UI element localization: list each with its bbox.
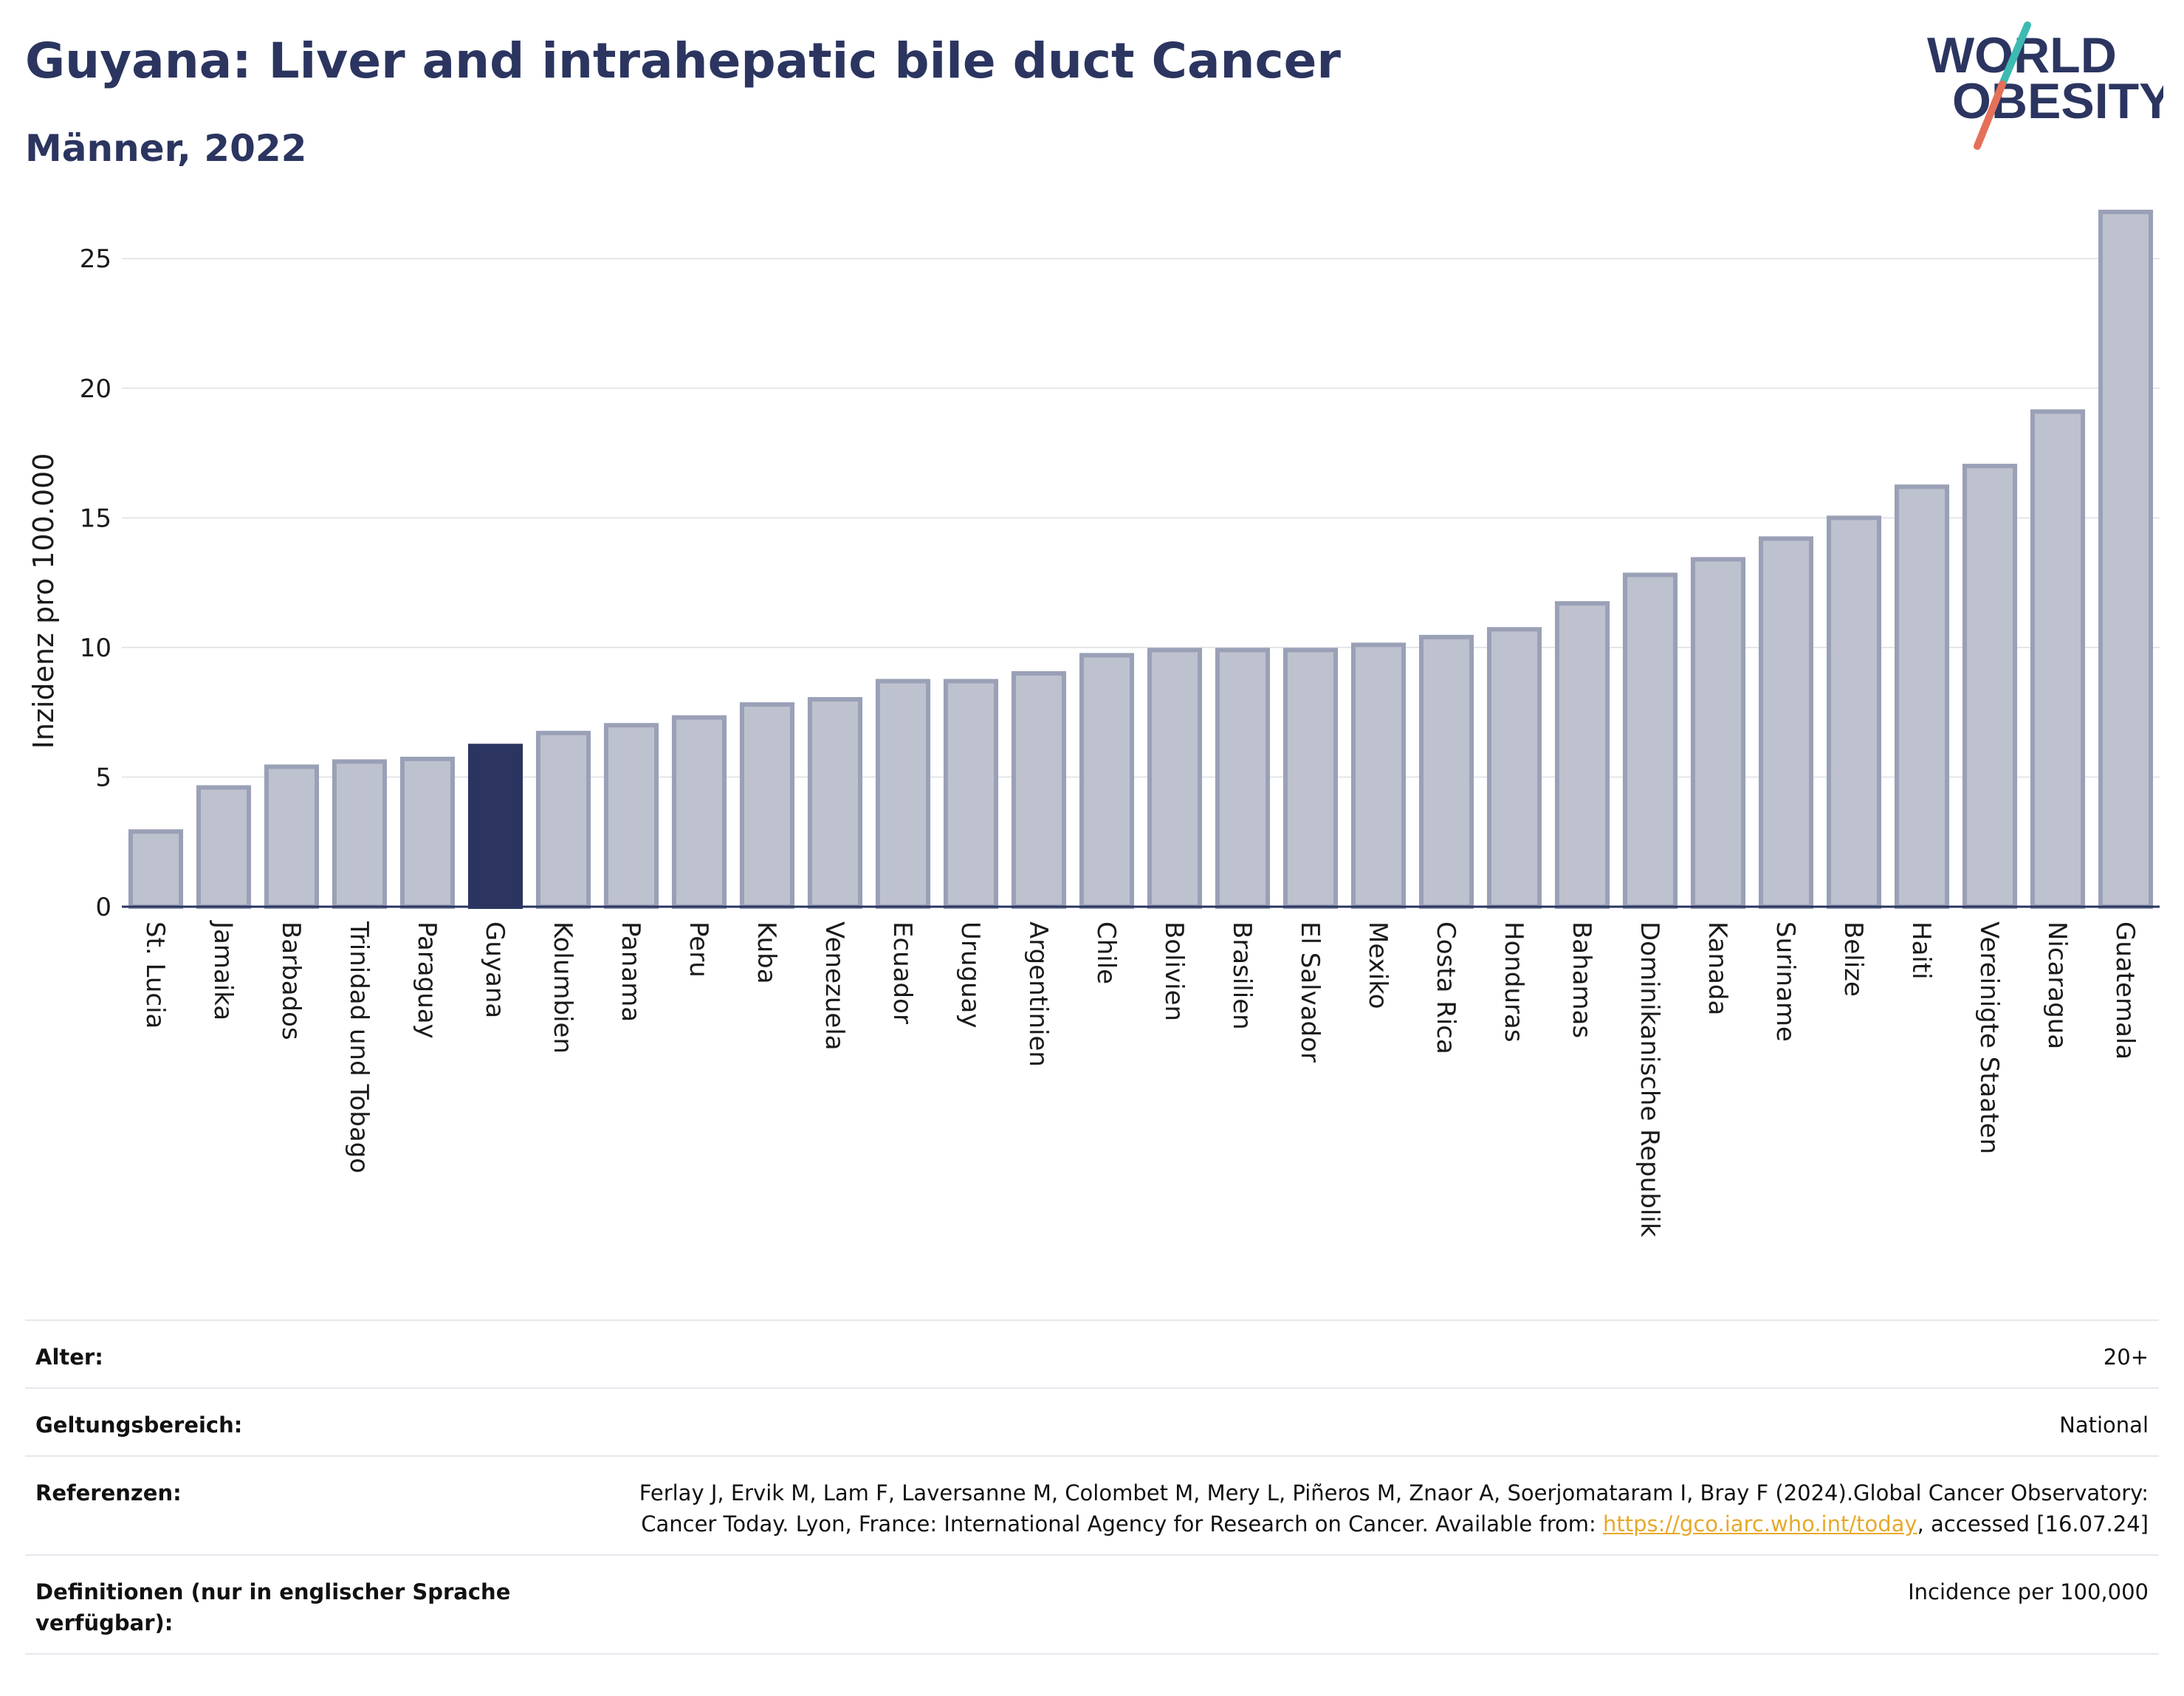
bar-belize — [1826, 515, 1882, 909]
y-tick-label: 0 — [95, 893, 111, 922]
x-tick-label: Ecuador — [887, 921, 917, 1024]
x-tick-label: Bahamas — [1567, 921, 1596, 1038]
references-value: Ferlay J, Ervik M, Lam F, Laversanne M, … — [598, 1477, 2149, 1539]
bar-argentinien — [1011, 671, 1067, 909]
definitions-label: Definitionen (nur in englischer Sprache … — [35, 1579, 511, 1635]
bars — [128, 210, 2154, 910]
x-tick-label: Paraguay — [412, 921, 442, 1039]
logo-slash-coral — [1974, 80, 2006, 150]
y-axis-label: Inzidenz pro 100.000 — [27, 453, 60, 749]
world-obesity-logo: WORLD OBESITY — [1927, 21, 2163, 150]
x-tick-label: Uruguay — [955, 921, 985, 1029]
chart-subtitle: Männer, 2022 — [25, 127, 307, 170]
x-tick-label: Costa Rica — [1431, 921, 1460, 1054]
x-tick-label: Belize — [1838, 921, 1868, 997]
bar-trinidad-und-tobago — [332, 759, 388, 910]
bar-brasilien — [1215, 648, 1271, 910]
bar-uruguay — [943, 679, 999, 909]
meta-row-scope: Geltungsbereich: National — [25, 1387, 2159, 1455]
x-tick-label: Guatemala — [2110, 921, 2140, 1060]
x-tick-label: Honduras — [1499, 921, 1528, 1043]
bar-haiti — [1894, 484, 1950, 909]
x-tick-label: Peru — [684, 921, 713, 978]
x-tick-label: St. Lucia — [140, 921, 170, 1029]
references-label: Referenzen: — [35, 1480, 182, 1506]
definitions-value: Incidence per 100,000 — [1908, 1579, 2149, 1604]
bar-guatemala — [2098, 210, 2154, 909]
x-tick-label: El Salvador — [1295, 921, 1325, 1062]
bar-guyana — [467, 744, 523, 909]
bar-paraguay — [399, 756, 456, 910]
scope-label: Geltungsbereich: — [35, 1412, 243, 1438]
metadata-table: Alter: 20+ Geltungsbereich: National Ref… — [25, 1319, 2159, 1655]
grid-lines — [122, 258, 2160, 778]
y-tick-label: 15 — [80, 504, 111, 533]
bar-bahamas — [1554, 601, 1610, 909]
x-tick-label: Mexiko — [1363, 921, 1393, 1009]
logo-slash-teal — [1999, 21, 2031, 88]
bar-dominikanische-republik — [1622, 572, 1678, 909]
bar-chart: 0 5 10 15 20 25 St. Lucia Jamaika Barbados Trini… — [27, 210, 2160, 1237]
y-axis-ticks: 0 5 10 15 20 25 — [80, 244, 111, 922]
bar-nicaragua — [2030, 409, 2086, 909]
y-tick-label: 10 — [80, 634, 111, 663]
bar-jamaika — [196, 785, 252, 909]
x-tick-label: Brasilien — [1227, 921, 1257, 1030]
bar-chile — [1079, 653, 1135, 910]
meta-row-definitions: Definitionen (nur in englischer Sprache … — [25, 1554, 2159, 1655]
bar-kolumbien — [535, 730, 591, 909]
bar-el-salvador — [1282, 648, 1339, 910]
bar-mexiko — [1350, 642, 1407, 910]
bar-costa-rica — [1418, 634, 1474, 909]
x-tick-label: Dominikanische Republik — [1635, 921, 1664, 1237]
x-axis-labels: St. Lucia Jamaika Barbados Trinidad und Tob… — [140, 920, 2140, 1237]
bar-st-lucia — [128, 829, 184, 909]
bar-bolivien — [1147, 648, 1203, 910]
x-tick-label: Kolumbien — [548, 921, 577, 1054]
bar-suriname — [1758, 536, 1814, 910]
bar-barbados — [264, 764, 320, 910]
y-tick-label: 20 — [80, 374, 111, 404]
bar-honduras — [1486, 627, 1542, 909]
bar-panama — [603, 723, 659, 909]
x-tick-label: Kanada — [1703, 921, 1732, 1015]
meta-row-references: Referenzen: Ferlay J, Ervik M, Lam F, La… — [25, 1455, 2159, 1554]
chart-title: Guyana: Liver and intrahepatic bile duct… — [25, 32, 1341, 89]
x-tick-label: Chile — [1091, 921, 1121, 984]
bar-kanada — [1690, 557, 1746, 909]
y-tick-label: 25 — [80, 244, 111, 274]
bar-ecuador — [875, 679, 931, 909]
references-text: Ferlay J, Ervik M, Lam F, Laversanne M, … — [639, 1480, 2149, 1537]
references-accessed: , accessed [16.07.24] — [1917, 1511, 2149, 1537]
meta-row-age: Alter: 20+ — [25, 1319, 2159, 1387]
scope-value: National — [2059, 1412, 2149, 1438]
x-tick-label: Panama — [616, 921, 645, 1022]
age-label: Alter: — [35, 1345, 103, 1370]
x-tick-label: Bolivien — [1159, 921, 1189, 1021]
x-tick-label: Jamaika — [208, 920, 238, 1020]
bar-venezuela — [807, 697, 863, 909]
x-tick-label: Argentinien — [1023, 921, 1053, 1067]
bar-kuba — [739, 702, 795, 910]
x-tick-label: Trinidad und Tobago — [344, 921, 374, 1173]
x-tick-label: Vereinigte Staaten — [1974, 921, 2004, 1154]
age-value: 20+ — [2103, 1345, 2149, 1370]
x-tick-label: Haiti — [1906, 921, 1936, 980]
bar-peru — [671, 715, 727, 909]
x-tick-label: Kuba — [752, 921, 781, 984]
x-tick-label: Guyana — [480, 921, 509, 1018]
references-link[interactable]: https://gco.iarc.who.int/today — [1602, 1511, 1917, 1537]
x-tick-label: Suriname — [1771, 921, 1800, 1042]
x-tick-label: Barbados — [276, 921, 306, 1040]
x-tick-label: Nicaragua — [2042, 921, 2072, 1049]
x-tick-label: Venezuela — [820, 921, 849, 1051]
bar-vereinigte-staaten — [1962, 464, 2018, 909]
y-tick-label: 5 — [95, 763, 111, 792]
